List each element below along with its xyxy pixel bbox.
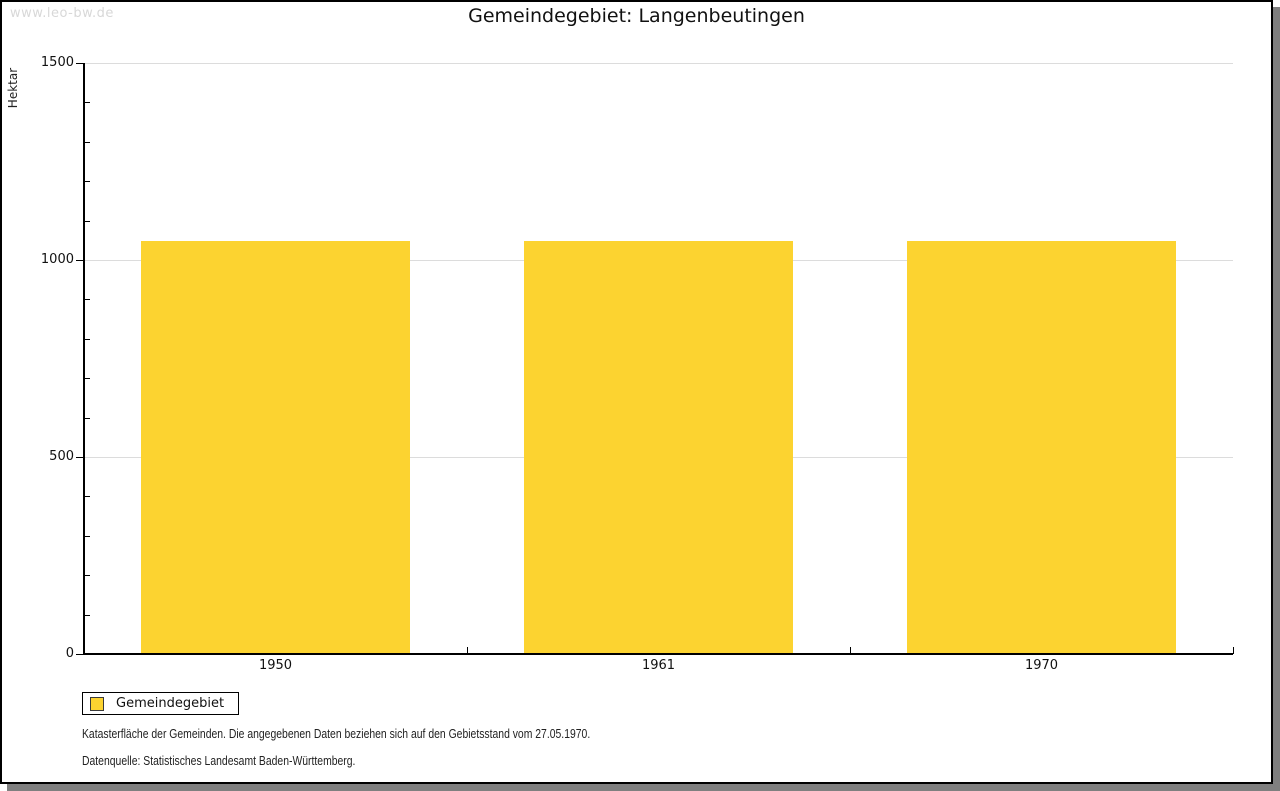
y-tick-label-1000: 1000 (40, 252, 74, 267)
y-minor-tick-1200 (85, 181, 90, 182)
y-minor-tick-1300 (85, 142, 90, 143)
y-minor-tick-1400 (85, 102, 90, 103)
legend-swatch-gemeindegebiet (90, 696, 104, 711)
y-minor-tick-700 (85, 378, 90, 379)
watermark: www.leo-bw.de (10, 6, 114, 21)
y-tick-label-1500: 1500 (40, 55, 74, 70)
y-minor-tick-200 (85, 575, 90, 576)
x-boundary-tick-3 (1233, 647, 1234, 654)
x-tick-label-1950: 1950 (258, 658, 293, 673)
bar-1950 (141, 241, 410, 654)
chart-title: Gemeindegebiet: Langenbeutingen (468, 5, 805, 27)
x-boundary-tick-2 (850, 647, 851, 654)
y-minor-tick-100 (85, 615, 90, 616)
y-minor-tick-900 (85, 299, 90, 300)
y-tick-label-0: 0 (65, 646, 74, 661)
y-major-tick-0 (76, 654, 84, 655)
footnote-description: Katasterfläche der Gemeinden. Die angege… (82, 726, 591, 741)
gridline-1500 (85, 63, 1233, 64)
y-axis-title: Hektar (6, 67, 20, 109)
legend: Gemeindegebiet (82, 692, 240, 715)
x-tick-label-1961: 1961 (641, 658, 676, 673)
y-major-tick-500 (76, 457, 84, 458)
footnote-source: Datenquelle: Statistisches Landesamt Bad… (82, 753, 356, 768)
x-tick-label-1970: 1970 (1024, 658, 1059, 673)
x-axis-line (83, 653, 1233, 655)
y-tick-label-500: 500 (49, 449, 74, 464)
legend-label: Gemeindegebiet (116, 696, 225, 711)
y-major-tick-1000 (76, 260, 84, 261)
y-minor-tick-600 (85, 418, 90, 419)
y-minor-tick-300 (85, 536, 90, 537)
y-minor-tick-1100 (85, 221, 90, 222)
y-major-tick-1500 (76, 63, 84, 64)
y-axis-line (83, 63, 85, 655)
y-minor-tick-400 (85, 496, 90, 497)
y-minor-tick-800 (85, 339, 90, 340)
x-boundary-tick-1 (467, 647, 468, 654)
bar-1961 (524, 241, 793, 654)
bar-1970 (907, 241, 1176, 654)
